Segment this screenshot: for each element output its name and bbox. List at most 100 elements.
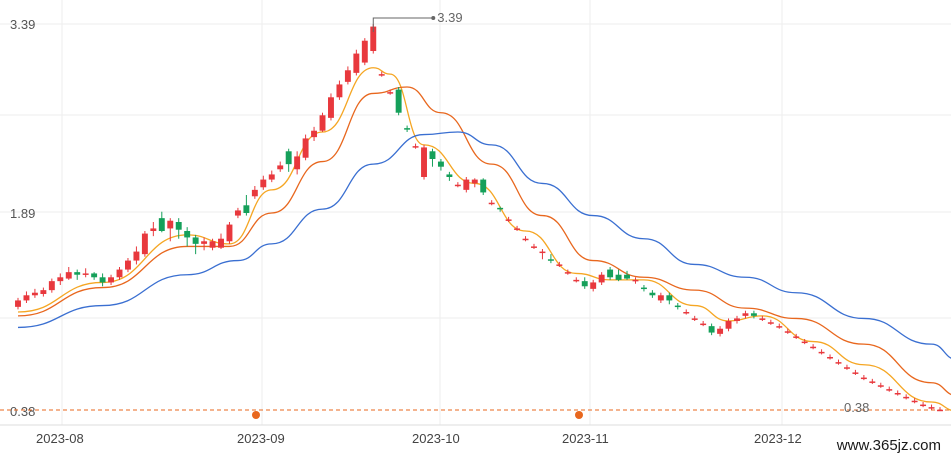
candle	[412, 143, 419, 149]
candle	[750, 310, 757, 319]
candle	[31, 288, 38, 298]
x-tick-label: 2023-12	[754, 431, 802, 446]
candle	[175, 218, 182, 239]
candle	[928, 404, 935, 410]
event-marker-dot	[575, 411, 583, 419]
candle-body	[395, 89, 402, 113]
candle	[226, 222, 233, 244]
candle	[437, 159, 444, 171]
candle	[911, 398, 918, 404]
candle-body	[937, 409, 943, 412]
candle-body	[209, 241, 216, 248]
candle-body	[158, 218, 165, 231]
candle	[344, 66, 351, 85]
candle	[742, 310, 749, 319]
candle-body	[615, 274, 622, 280]
candle-body	[649, 292, 656, 296]
candle	[243, 195, 250, 216]
y-tick-label-top: 3.39	[10, 17, 35, 32]
candle-body	[835, 362, 842, 364]
candle	[674, 303, 681, 310]
candle-body	[15, 300, 21, 307]
candle-body	[141, 233, 148, 255]
candle-body	[590, 282, 597, 289]
min-reference-line	[0, 409, 951, 419]
candle-body	[556, 264, 563, 266]
candle	[74, 269, 81, 280]
candle	[590, 279, 597, 292]
candle	[717, 326, 724, 337]
candle-body	[446, 174, 453, 177]
candle	[886, 386, 893, 392]
candle-body	[717, 328, 724, 334]
candle-body	[827, 357, 833, 359]
candle	[361, 38, 368, 66]
candle	[505, 216, 512, 222]
candle-body	[412, 146, 419, 148]
candle	[353, 49, 360, 76]
candle-body	[505, 219, 512, 221]
candle-body	[184, 231, 191, 238]
candle-body	[573, 279, 580, 282]
candle-body	[700, 323, 707, 326]
candle-body	[116, 269, 123, 278]
candle	[556, 261, 563, 267]
candle	[192, 234, 199, 255]
candle-body	[759, 318, 766, 320]
candle-body	[742, 313, 749, 316]
candle-body	[82, 273, 89, 275]
candle-body	[497, 207, 504, 210]
candle	[522, 236, 529, 242]
candle	[734, 315, 740, 324]
y-tick-label-bottom: 0.38	[10, 404, 35, 419]
candle	[615, 269, 622, 282]
candle-body	[843, 367, 850, 369]
candle	[920, 402, 927, 408]
candle-body	[175, 222, 182, 230]
candle	[894, 390, 901, 396]
candle	[801, 339, 808, 345]
moving-average-ma1	[17, 67, 951, 411]
candle	[725, 318, 732, 332]
candle-body	[632, 279, 639, 282]
candle-body	[708, 326, 715, 333]
candle	[767, 319, 774, 325]
candle-body	[488, 202, 495, 205]
x-tick-label: 2023-08	[36, 431, 84, 446]
candle	[209, 238, 216, 251]
candle-body	[640, 287, 647, 290]
candle-body	[471, 179, 478, 184]
candle	[547, 254, 554, 264]
candle-body	[531, 246, 537, 248]
candle	[158, 211, 165, 233]
candle	[793, 333, 800, 339]
candle	[852, 369, 859, 375]
candle	[429, 148, 436, 167]
candle	[404, 125, 411, 132]
candle	[632, 277, 639, 284]
candle	[446, 171, 453, 181]
candle-body	[463, 179, 470, 190]
candle	[201, 237, 208, 251]
candle	[319, 112, 326, 132]
candle	[539, 249, 546, 260]
candle	[937, 407, 943, 412]
candle	[40, 287, 47, 297]
candle-body	[683, 312, 690, 314]
candle-body	[361, 40, 368, 63]
candle-body	[810, 346, 817, 349]
candle	[336, 80, 343, 100]
candle-body	[860, 377, 867, 380]
max-leader-dot	[431, 16, 436, 20]
candle-body	[57, 277, 64, 282]
candle	[285, 148, 292, 172]
candle	[378, 71, 385, 77]
candle	[125, 258, 131, 273]
candle-body	[421, 147, 427, 177]
candle-body	[311, 130, 318, 138]
candle-body	[277, 165, 284, 170]
candle-body	[336, 84, 343, 98]
candle-body	[581, 281, 588, 287]
candle-body	[869, 381, 876, 383]
candle-body	[454, 184, 461, 187]
